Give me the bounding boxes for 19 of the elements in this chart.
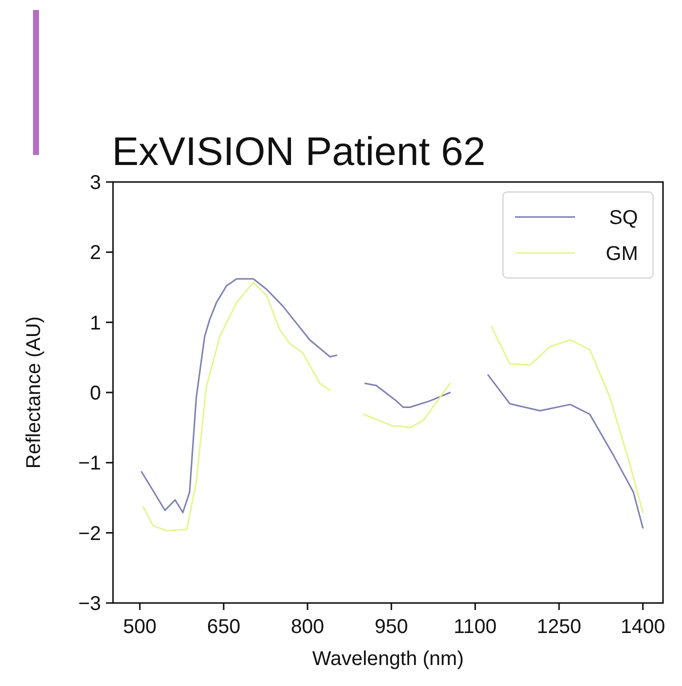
x-tick-label: 1250 [536, 616, 582, 638]
y-tick-label: 1 [90, 312, 101, 334]
x-axis-title: Wavelength (nm) [312, 648, 464, 670]
y-tick-label: 3 [90, 172, 101, 194]
x-tick-label: 650 [206, 616, 240, 638]
y-tick-label: −3 [78, 593, 101, 615]
chart-title: ExVISION Patient 62 [112, 130, 486, 174]
y-tick-label: −2 [78, 522, 101, 545]
y-axis-title: Reflectance (AU) [23, 316, 45, 469]
legend-label: GM [606, 243, 638, 265]
y-tick-label: 0 [90, 382, 101, 404]
x-tick-label: 1400 [620, 616, 666, 638]
legend-label: SQ [609, 207, 638, 229]
y-tick-label: 2 [90, 242, 101, 264]
y-tick-label: −1 [78, 452, 101, 475]
x-tick-label: 950 [374, 616, 408, 638]
x-tick-label: 1100 [454, 616, 497, 638]
x-tick-label: 800 [290, 616, 324, 638]
x-tick-label: 500 [123, 616, 157, 638]
